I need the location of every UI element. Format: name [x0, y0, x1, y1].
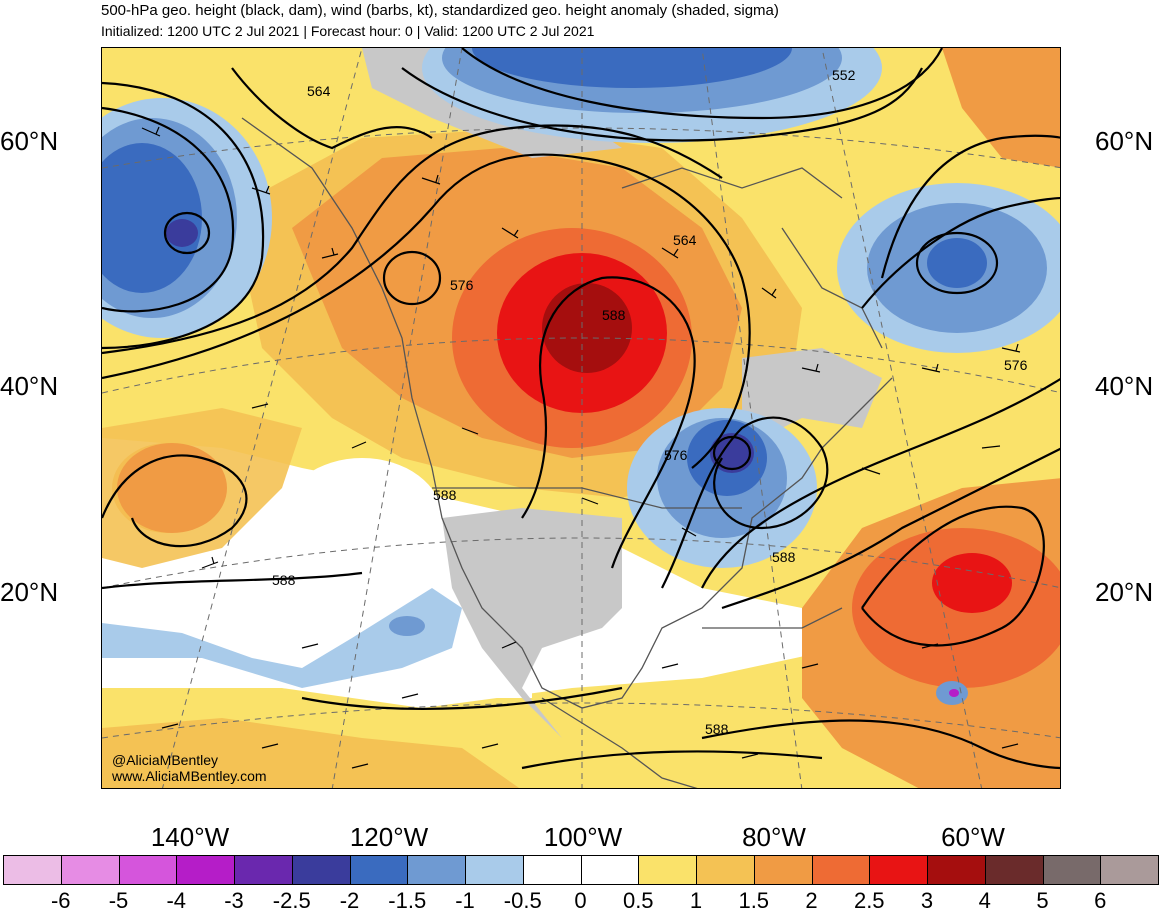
colorbar-swatch [638, 855, 697, 885]
lon-label: 140°W [150, 822, 230, 852]
colorbar-swatch [811, 855, 871, 885]
colorbar-tick-label: -1.5 [388, 888, 427, 913]
anomaly-grey-mexico [442, 508, 622, 738]
colorbar-tick-label: -0.5 [503, 888, 542, 913]
anomaly-white-pacific [282, 458, 442, 578]
contour-label-group: 564 552 576 588 564 576 576 588 588 588 … [272, 67, 1028, 737]
anomaly-white-band [102, 593, 532, 698]
lat-label-right: 40°N [1095, 371, 1154, 401]
contour-label: 588 [772, 549, 796, 565]
graticule [102, 48, 1060, 788]
colorbar-tick-label: 1.5 [738, 888, 770, 913]
lat-label-left: 60°N [0, 126, 59, 156]
anomaly-low-ne-2 [927, 238, 987, 288]
anomaly-low-north-2 [472, 48, 792, 88]
credit-website: www.AliciaMBentley.com [112, 768, 267, 784]
colorbar-tick-label: 0.5 [622, 888, 654, 913]
colorbar-tick-label: -2 [339, 888, 360, 913]
anomaly-low-se-25 [710, 433, 754, 473]
anomaly-low-carib-core [949, 689, 959, 697]
contour-label: 564 [673, 232, 697, 248]
height-contours [102, 48, 1060, 770]
lat-label-left: 20°N [0, 577, 59, 607]
colorbar-swatch [522, 855, 582, 885]
colorbar-tick-label: 1 [689, 888, 703, 913]
colorbar-tick-label: 6 [1094, 888, 1107, 913]
colorbar-labels: -6 -5 -4 -3 -2.5 -2 -1.5 -1 -0.5 0 0.5 1 1.5 2 2.5 3 4 5 6 [0, 888, 1161, 913]
anomaly-blue-pacific-core [389, 616, 425, 636]
colorbar-swatch [118, 855, 178, 885]
colorbar-swatch [869, 855, 928, 885]
anomaly-ne-orange [942, 48, 1060, 168]
colorbar-tick-label: 2.5 [853, 888, 885, 913]
lat-label-right: 60°N [1095, 126, 1154, 156]
colorbar-swatch [60, 855, 120, 885]
colorbar-swatch [349, 855, 409, 885]
lon-label: 100°W [543, 822, 623, 852]
coastlines [241, 117, 893, 788]
colorbar-swatch [3, 855, 62, 885]
colorbar-tick-label: 3 [920, 888, 934, 913]
colorbar-swatch [1100, 855, 1159, 885]
colorbar-swatch [753, 855, 813, 885]
colorbar-tick-label: -5 [108, 888, 129, 913]
anomaly-blue-pacific [102, 588, 462, 688]
colorbar-swatch [465, 855, 524, 885]
lat-label-right: 20°N [1095, 577, 1154, 607]
colorbar-tick-label: 2 [805, 888, 818, 913]
colorbar-tick-label: -6 [50, 888, 71, 913]
lat-label-left: 40°N [0, 371, 59, 401]
lon-label: 80°W [742, 822, 806, 852]
contour-label: 564 [307, 83, 331, 99]
colorbar-tick-label: -3 [224, 888, 244, 913]
credit-handle: @AliciaMBentley [112, 752, 219, 768]
contour-label: 552 [832, 67, 856, 83]
colorbar-swatch [927, 855, 986, 885]
anomaly-yellow-south-west [102, 718, 520, 788]
anomaly-low-nw-25 [166, 219, 198, 247]
colorbar [3, 855, 1159, 885]
colorbar-tick-label: 5 [1036, 888, 1049, 913]
map-panel: 564 552 576 588 564 576 576 588 588 588 … [101, 47, 1061, 789]
anomaly-heat-dome-3 [542, 283, 632, 373]
colorbar-tick-label: 4 [978, 888, 991, 913]
anomaly-low-nw-2 [102, 143, 202, 293]
wind-barbs [141, 126, 1021, 769]
map-canvas: 564 552 576 588 564 576 576 588 588 588 … [102, 48, 1060, 788]
colorbar-tick-label: 0 [574, 888, 587, 913]
contour-label: 588 [602, 307, 626, 323]
colorbar-swatch [984, 855, 1044, 885]
colorbar-swatch [696, 855, 755, 885]
colorbar-swatch [580, 855, 640, 885]
colorbar-swatch [1042, 855, 1102, 885]
colorbar-tick-label: -1 [455, 888, 475, 913]
contour-label: 588 [272, 572, 296, 588]
contour-label: 576 [1004, 357, 1028, 373]
colorbar-swatch [407, 855, 466, 885]
colorbar-swatch [176, 855, 235, 885]
contour-label: 576 [450, 277, 474, 293]
contour-label: 576 [664, 447, 688, 463]
anomaly-atlantic-red-core [932, 553, 1012, 613]
contour-label: 588 [433, 487, 457, 503]
colorbar-swatch [291, 855, 351, 885]
chart-title: 500-hPa geo. height (black, dam), wind (… [101, 2, 779, 19]
colorbar-tick-label: -2.5 [272, 888, 311, 913]
chart-subtitle: Initialized: 1200 UTC 2 Jul 2021 | Forec… [101, 23, 595, 39]
lon-label: 120°W [349, 822, 429, 852]
colorbar-tick-label: -4 [166, 888, 187, 913]
contour-label: 588 [705, 721, 729, 737]
colorbar-swatch [234, 855, 293, 885]
lon-label: 60°W [941, 822, 1005, 852]
